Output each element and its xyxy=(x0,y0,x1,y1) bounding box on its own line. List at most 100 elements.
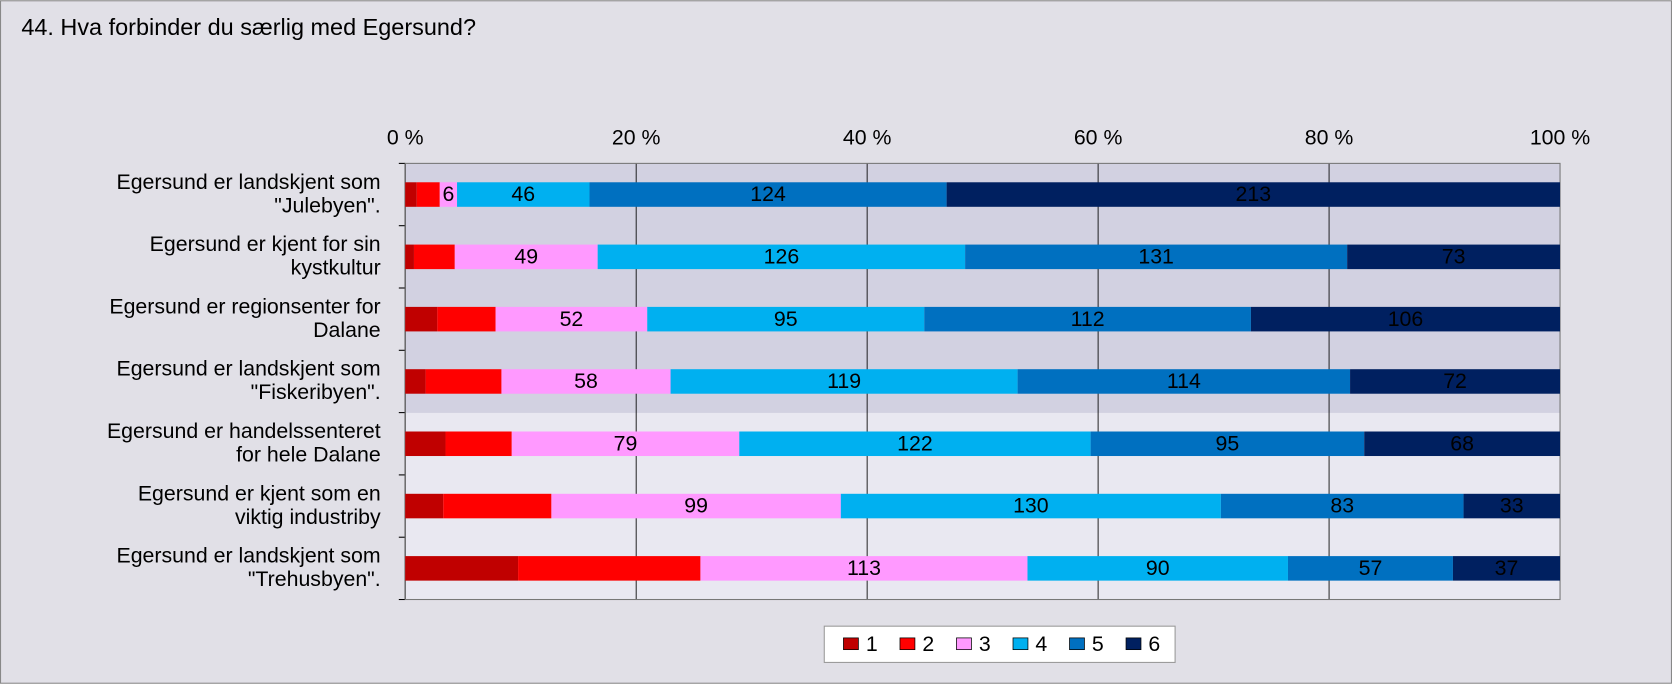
bar-segment xyxy=(405,431,446,457)
bar-segment xyxy=(840,493,1221,519)
data-label: 122 xyxy=(897,431,933,455)
bar-segment xyxy=(439,182,458,207)
data-label: 113 xyxy=(847,556,881,580)
data-label: 52 xyxy=(560,307,584,331)
y-tick-label-line: Dalane xyxy=(313,318,381,342)
data-label: 119 xyxy=(827,369,861,393)
data-label: 73 xyxy=(1442,245,1466,269)
bar-segment xyxy=(405,369,426,394)
x-tick-label: 80 % xyxy=(1305,125,1354,149)
legend-swatch xyxy=(899,637,916,651)
legend-label: 2 xyxy=(922,632,934,656)
x-tick-label: 0 % xyxy=(387,125,424,149)
bar-segment xyxy=(437,306,496,332)
y-tick-label-line: Egersund er handelssenteret xyxy=(107,419,381,443)
bar-segment xyxy=(454,244,598,270)
bar-segment xyxy=(518,556,701,581)
data-label: 95 xyxy=(1216,431,1240,455)
legend-label: 1 xyxy=(866,632,878,656)
bar-segment xyxy=(551,493,841,519)
data-label: 57 xyxy=(1359,556,1383,580)
bar-segment xyxy=(670,369,1018,394)
data-label: 79 xyxy=(614,431,638,455)
bar-segment xyxy=(647,306,925,332)
legend-swatch xyxy=(1069,637,1085,651)
data-label: 131 xyxy=(1138,245,1174,269)
data-label: 112 xyxy=(1071,307,1105,331)
bar-segment xyxy=(457,182,590,207)
y-tick-label: Egersund er regionsenter for Dalane xyxy=(109,294,380,341)
bar-segment xyxy=(1350,369,1561,394)
data-label: 46 xyxy=(511,182,535,206)
y-tick-label: Egersund er landskjent som "Fiskeribyen". xyxy=(116,356,380,403)
data-label: 68 xyxy=(1450,431,1474,455)
x-tick-label: 100 % xyxy=(1530,125,1590,149)
y-tick-label-line: Egersund er landskjent som xyxy=(116,356,380,380)
bar-segment xyxy=(1463,493,1561,519)
legend-box xyxy=(823,625,1176,663)
legend-label: 4 xyxy=(1035,632,1047,656)
y-tick-label-line: "Trehusbyen". xyxy=(248,567,381,591)
data-label: 130 xyxy=(1013,494,1049,518)
chart-title: 44. Hva forbinder du særlig med Egersund… xyxy=(21,14,476,40)
bar-segment xyxy=(597,244,966,270)
bar-segment xyxy=(511,431,740,457)
bar-segment xyxy=(1017,369,1351,394)
legend-swatch xyxy=(1012,637,1029,651)
data-label: 95 xyxy=(774,307,798,331)
data-label: 90 xyxy=(1146,556,1170,580)
bar-segment xyxy=(1452,556,1561,581)
bar-segment xyxy=(1220,493,1464,519)
bar-segment xyxy=(946,182,1561,207)
y-tick-label-line: for hele Dalane xyxy=(236,442,381,466)
x-tick-label: 60 % xyxy=(1074,125,1123,149)
bar-segment xyxy=(405,182,417,207)
data-label: 49 xyxy=(514,245,538,269)
data-label: 33 xyxy=(1500,494,1524,518)
bar-segment xyxy=(425,369,502,394)
bar-segment xyxy=(413,244,455,270)
bar-segment xyxy=(405,244,414,270)
bar-segment xyxy=(405,556,519,581)
data-label: 6 xyxy=(442,182,454,206)
y-tick-label-line: viktig industriby xyxy=(235,504,381,528)
y-tick-label-line: Egersund er landskjent som xyxy=(116,169,380,193)
bar-segment xyxy=(739,431,1091,457)
legend-swatch xyxy=(1125,637,1142,651)
data-label: 213 xyxy=(1236,182,1272,206)
bar-segment xyxy=(700,556,1028,581)
data-label: 106 xyxy=(1388,307,1424,331)
y-tick-label: Egersund er kjent for sin kystkultur xyxy=(150,232,381,279)
y-tick-label-line: "Julebyen". xyxy=(274,193,380,217)
y-tick-label-line: Egersund er kjent for sin xyxy=(150,232,381,256)
bar-segment xyxy=(924,306,1251,332)
data-label: 58 xyxy=(574,369,598,393)
data-label: 72 xyxy=(1443,369,1467,393)
y-tick-label: Egersund er handelssenteret for hele Dala… xyxy=(107,419,381,466)
bar-segment xyxy=(1347,244,1561,270)
y-tick-label-line: Egersund er landskjent som xyxy=(116,543,380,567)
y-tick-label: Egersund er landskjent som "Trehusbyen". xyxy=(116,543,380,590)
bar-segment xyxy=(445,431,512,457)
data-label: 126 xyxy=(764,245,800,269)
y-tick-label-line: Egersund er kjent som en xyxy=(138,481,381,505)
y-tick-label: Egersund er landskjent som "Julebyen". xyxy=(116,169,380,216)
y-tick-label-line: kystkultur xyxy=(291,255,381,279)
data-label: 114 xyxy=(1167,369,1201,393)
bar-segment xyxy=(405,306,438,332)
legend-swatch xyxy=(956,637,972,651)
legend-label: 5 xyxy=(1092,632,1104,656)
bar-segment xyxy=(1027,556,1288,581)
data-label: 99 xyxy=(684,494,708,518)
y-tick-label-line: "Fiskeribyen". xyxy=(251,380,381,404)
x-tick-label: 20 % xyxy=(612,125,661,149)
bar-segment xyxy=(1364,431,1561,457)
bar-segment xyxy=(1250,306,1561,332)
bar-segment xyxy=(405,493,444,519)
bar-segment xyxy=(589,182,947,207)
y-tick-label: Egersund er kjent som en viktig industrib… xyxy=(138,481,381,528)
bar-segment xyxy=(416,182,440,207)
bar-segment xyxy=(1287,556,1453,581)
